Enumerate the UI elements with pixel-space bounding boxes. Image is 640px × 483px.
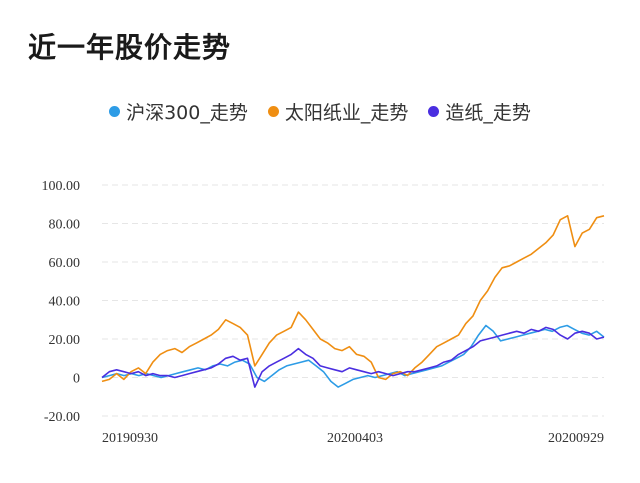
series-line-0 xyxy=(101,324,605,388)
legend-item-hs300[interactable]: 沪深300_走势 xyxy=(109,98,248,125)
y-tick-label: 60.00 xyxy=(49,256,81,271)
legend-dot-paper xyxy=(428,106,440,117)
y-tick-label: 0 xyxy=(73,372,80,387)
series-line-2 xyxy=(101,326,605,388)
series-line-1 xyxy=(101,215,605,383)
y-tick-label: 80.00 xyxy=(49,218,81,233)
legend-item-paper[interactable]: 造纸_走势 xyxy=(428,98,531,125)
legend-label-taiyang: 太阳纸业_走势 xyxy=(284,102,409,124)
legend-dot-hs300 xyxy=(109,106,121,117)
y-tick-label: 40.00 xyxy=(49,295,81,310)
x-tick-label: 20190930 xyxy=(102,431,158,446)
legend-item-taiyang[interactable]: 太阳纸业_走势 xyxy=(267,98,409,125)
x-tick-label: 20200929 xyxy=(548,431,604,446)
y-tick-label: -20.00 xyxy=(44,410,80,425)
legend-dot-taiyang xyxy=(267,106,279,117)
y-tick-label: 100.00 xyxy=(42,179,81,194)
legend-label-hs300: 沪深300_走势 xyxy=(126,102,248,124)
legend-label-paper: 造纸_走势 xyxy=(445,102,531,124)
chart-title: 近一年股价走势 xyxy=(28,31,232,64)
y-tick-label: 20.00 xyxy=(49,333,81,348)
legend: 沪深300_走势 太阳纸业_走势 造纸_走势 xyxy=(0,98,640,125)
x-tick-label: 20200403 xyxy=(327,431,383,446)
